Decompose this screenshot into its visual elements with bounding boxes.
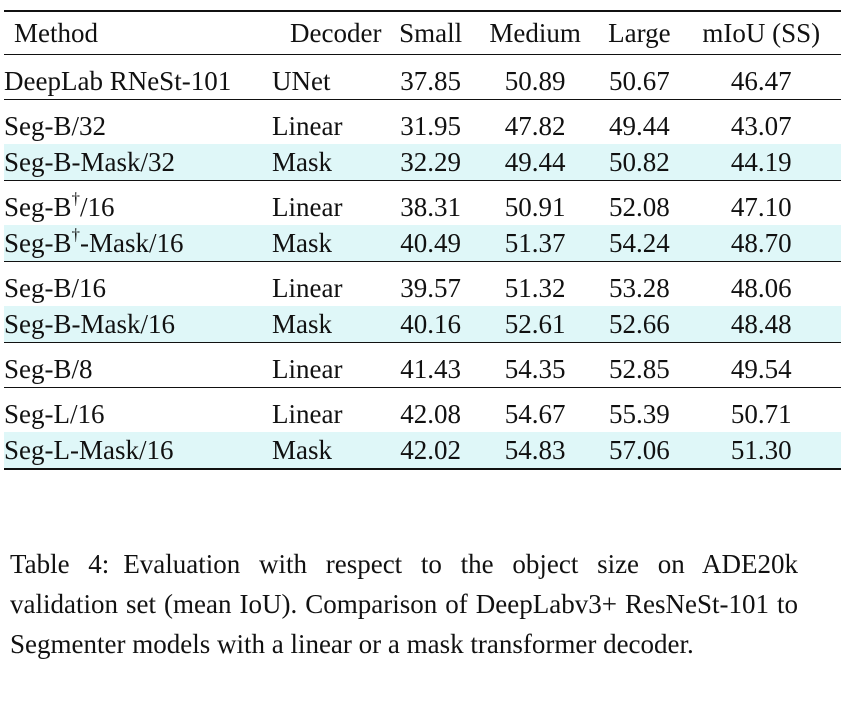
table-row: Seg-B/32 Linear 31.95 47.82 49.44 43.07 — [4, 108, 841, 144]
cell-decoder: Linear — [272, 354, 343, 384]
table-body: DeepLab RNeSt-101 UNet 37.85 50.89 50.67 46.4… — [4, 54, 841, 469]
method-prefix: Seg-B — [4, 192, 72, 222]
cell-large: 49.44 — [608, 111, 670, 141]
cell-miou: 47.10 — [730, 192, 792, 222]
cell-miou: 46.47 — [730, 66, 792, 96]
cell-medium: 49.44 — [473, 144, 598, 181]
cell-miou: 50.71 — [730, 399, 792, 429]
cell-method: Seg-B†-Mask/16 — [4, 225, 272, 262]
cell-miou: 44.19 — [681, 144, 841, 181]
cell-medium: 54.83 — [473, 432, 598, 469]
cell-large: 55.39 — [608, 399, 670, 429]
cell-miou: 49.54 — [730, 354, 792, 384]
cell-small: 39.57 — [400, 273, 461, 303]
cell-medium: 51.37 — [473, 225, 598, 262]
group-separator — [4, 387, 841, 397]
table-row: Seg-L-Mask/16 Mask 42.02 54.83 57.06 51.30 — [4, 432, 841, 469]
cell-miou: 48.06 — [730, 273, 792, 303]
cell-large: 54.24 — [597, 225, 682, 262]
caption-text: Evaluation with respect to the object si… — [10, 549, 798, 659]
cell-method: Seg-B/32 — [4, 111, 107, 141]
cell-medium: 51.32 — [504, 273, 566, 303]
cell-decoder: Mask — [272, 306, 388, 343]
cell-method: Seg-B/16 — [4, 273, 107, 303]
cell-decoder: Mask — [272, 144, 388, 181]
cell-large: 50.82 — [597, 144, 682, 181]
cell-miou: 43.07 — [730, 111, 792, 141]
table-row: Seg-B†/16 Linear 38.31 50.91 52.08 47.10 — [4, 189, 841, 225]
table-row: Seg-B-Mask/16 Mask 40.16 52.61 52.66 48.48 — [4, 306, 841, 343]
header-small: Small — [399, 18, 463, 48]
cell-decoder: Linear — [272, 273, 343, 303]
cell-decoder: Linear — [272, 399, 343, 429]
group-separator — [4, 180, 841, 190]
header-miou: mIoU (SS) — [702, 18, 821, 48]
table-caption: Table 4: Evaluation with respect to the o… — [10, 544, 798, 664]
cell-small: 40.16 — [388, 306, 474, 343]
cell-decoder: UNet — [272, 66, 331, 96]
dagger-mark: † — [71, 225, 81, 244]
cell-method: Seg-L/16 — [4, 399, 105, 429]
cell-small: 40.49 — [388, 225, 474, 262]
table-row: Seg-B/8 Linear 41.43 54.35 52.85 49.54 — [4, 351, 841, 388]
cell-decoder: Linear — [272, 192, 343, 222]
cell-miou: 48.70 — [681, 225, 841, 262]
cell-large: 52.08 — [608, 192, 670, 222]
group-separator — [4, 261, 841, 271]
method-suffix: -Mask/16 — [80, 228, 184, 258]
results-table: Method Decoder Small Medium Large mIoU (… — [4, 10, 841, 470]
cell-small: 32.29 — [388, 144, 474, 181]
table-row: Seg-B/16 Linear 39.57 51.32 53.28 48.06 — [4, 270, 841, 306]
group-separator — [4, 99, 841, 109]
table-row: Seg-B†-Mask/16 Mask 40.49 51.37 54.24 48.70 — [4, 225, 841, 262]
cell-decoder: Linear — [272, 111, 343, 141]
cell-miou: 51.30 — [681, 432, 841, 469]
header-decoder: Decoder — [290, 18, 382, 48]
table-header: Method Decoder Small Medium Large mIoU (… — [4, 11, 841, 55]
cell-small: 38.31 — [400, 192, 461, 222]
header-row: Method Decoder Small Medium Large mIoU (… — [4, 11, 841, 55]
method-prefix: Seg-B — [4, 228, 72, 258]
cell-miou: 48.48 — [681, 306, 841, 343]
cell-small: 37.85 — [400, 66, 461, 96]
cell-large: 52.85 — [608, 354, 670, 384]
header-method: Method — [14, 18, 98, 48]
cell-large: 50.67 — [608, 66, 670, 96]
table-row: Seg-B-Mask/32 Mask 32.29 49.44 50.82 44.19 — [4, 144, 841, 181]
cell-medium: 54.67 — [504, 399, 566, 429]
group-separator — [4, 342, 841, 352]
caption-label: Table 4: — [10, 549, 110, 579]
cell-method: Seg-B-Mask/32 — [4, 144, 272, 181]
cell-large: 57.06 — [597, 432, 682, 469]
cell-small: 31.95 — [400, 111, 461, 141]
method-suffix: /16 — [80, 192, 115, 222]
cell-medium: 50.89 — [504, 66, 566, 96]
cell-method: Seg-L-Mask/16 — [4, 432, 272, 469]
cell-medium: 50.91 — [504, 192, 566, 222]
cell-large: 52.66 — [597, 306, 682, 343]
cell-medium: 47.82 — [504, 111, 566, 141]
cell-small: 41.43 — [400, 354, 461, 384]
header-medium: Medium — [489, 18, 581, 48]
dagger-mark: † — [71, 189, 81, 208]
cell-medium: 54.35 — [504, 354, 566, 384]
cell-large: 53.28 — [608, 273, 670, 303]
cell-decoder: Mask — [272, 432, 388, 469]
cell-medium: 52.61 — [473, 306, 598, 343]
cell-method: DeepLab RNeSt-101 — [4, 66, 232, 96]
cell-method: Seg-B†/16 — [4, 189, 272, 225]
cell-small: 42.02 — [388, 432, 474, 469]
table-row: DeepLab RNeSt-101 UNet 37.85 50.89 50.67 46.4… — [4, 63, 841, 100]
cell-method: Seg-B/8 — [4, 354, 93, 384]
cell-method: Seg-B-Mask/16 — [4, 306, 272, 343]
table-row: Seg-L/16 Linear 42.08 54.67 55.39 50.71 — [4, 396, 841, 432]
cell-decoder: Mask — [272, 225, 388, 262]
cell-small: 42.08 — [400, 399, 461, 429]
header-large: Large — [608, 18, 671, 48]
group-separator — [4, 54, 841, 64]
